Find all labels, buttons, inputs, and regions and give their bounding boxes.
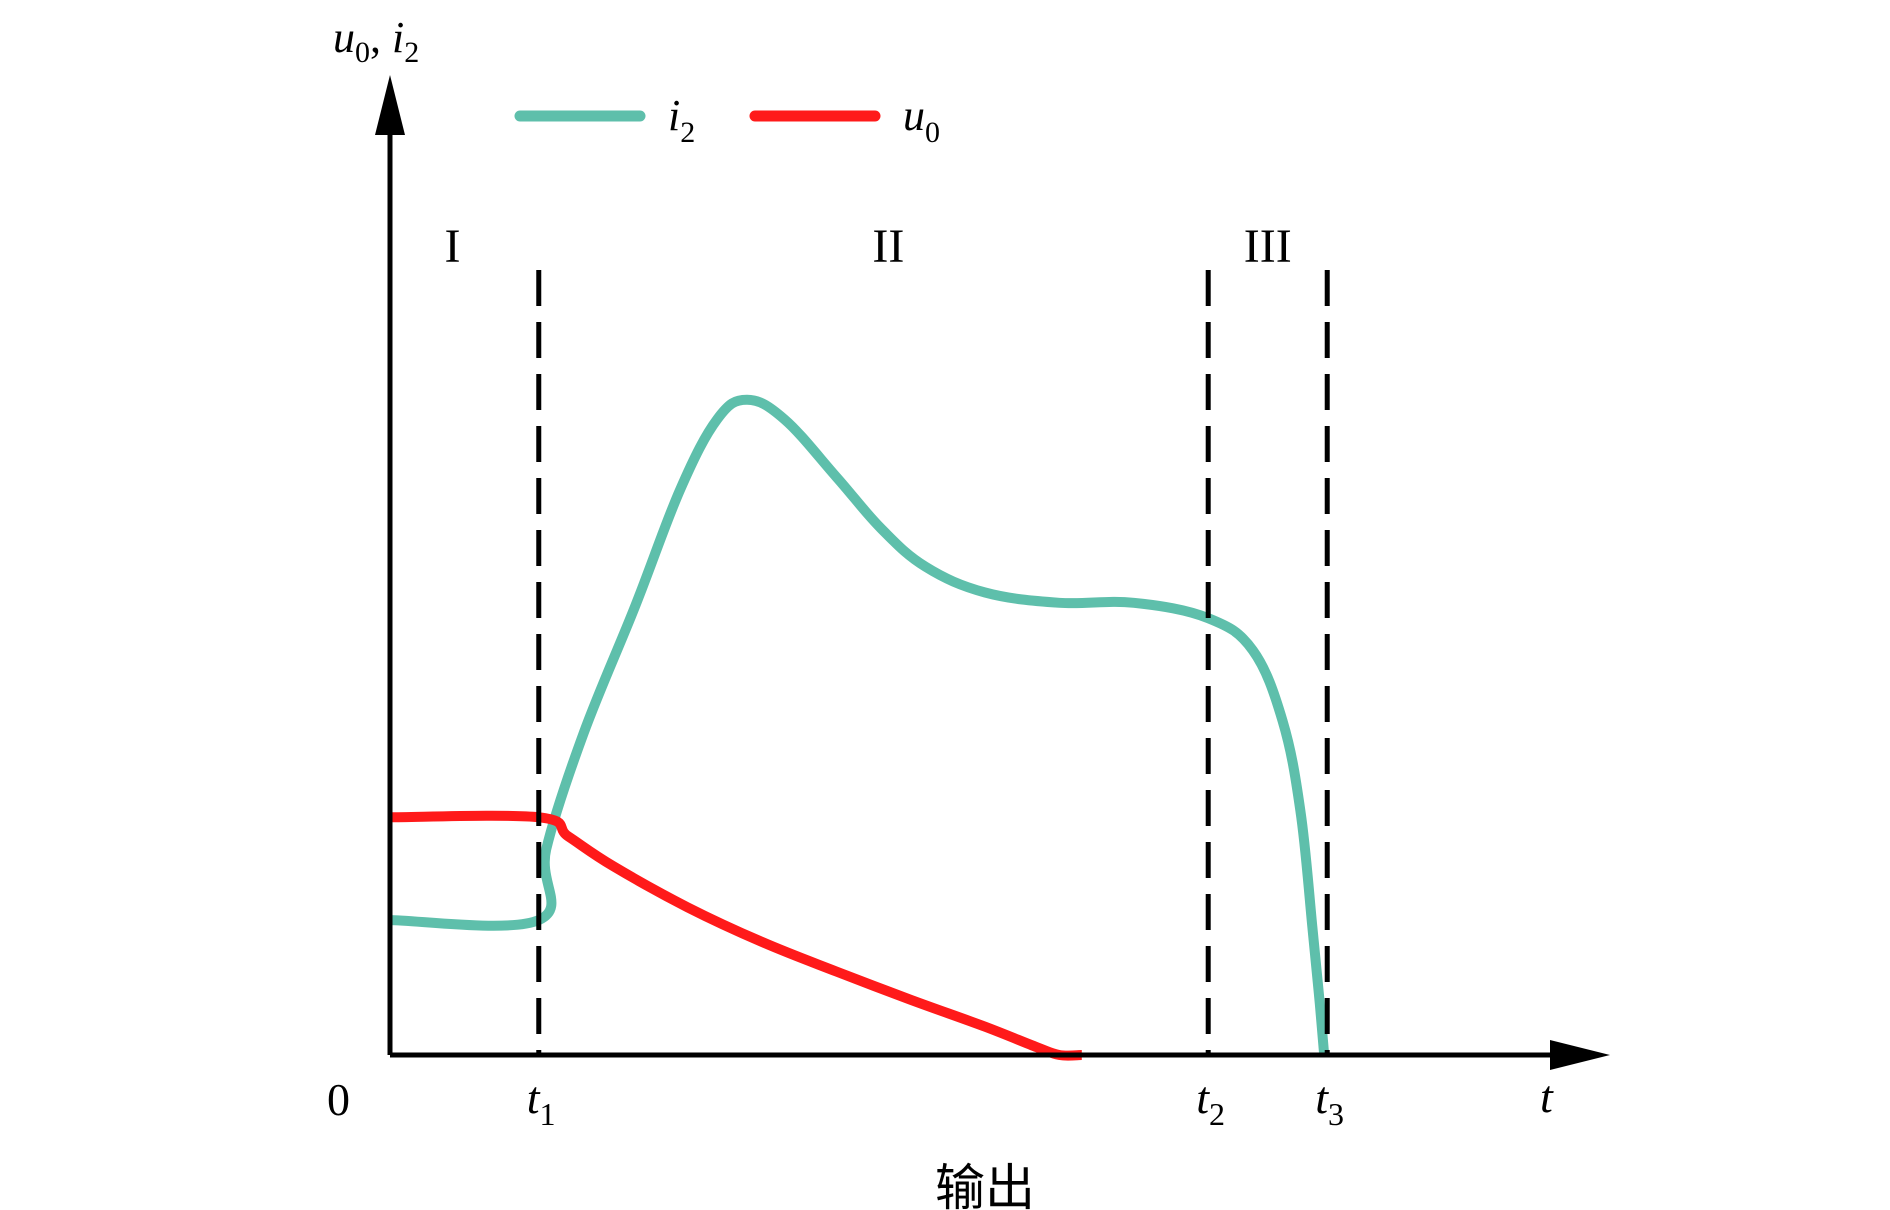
axis-labels: u0, i2 t 0 t1 t2 t3 I II III 输出	[327, 13, 1554, 1210]
origin-label: 0	[327, 1074, 350, 1125]
x-tick-label-t3: t3	[1315, 1072, 1344, 1132]
legend: i2 u0	[514, 91, 940, 149]
series-line-i2	[389, 394, 1330, 1056]
y-label-sub1: 0	[355, 36, 370, 69]
y-axis-label: u0, i2	[333, 13, 419, 69]
axes	[375, 75, 1610, 1070]
series-line-u0	[389, 810, 1082, 1061]
region-guides	[536, 270, 1330, 1055]
x-axis-arrowhead	[1550, 1040, 1610, 1070]
region-label-II: II	[872, 220, 904, 273]
x-tick-labels: t1 t2 t3	[527, 1072, 1344, 1132]
x-axis-label: t	[1540, 1071, 1554, 1122]
legend-label-i2: i2	[668, 91, 695, 149]
region-labels: I II III	[444, 220, 1291, 273]
y-label-var1: u	[333, 13, 355, 62]
y-label-sep: ,	[370, 13, 392, 62]
y-axis-arrowhead	[375, 75, 405, 135]
y-label-var2: i	[392, 13, 404, 62]
region-label-I: I	[444, 220, 460, 273]
figure-caption: 输出	[935, 1159, 1035, 1210]
x-tick-label-t1: t1	[527, 1072, 556, 1132]
region-label-III: III	[1244, 220, 1292, 273]
y-label-sub2: 2	[404, 36, 419, 69]
plot-lines	[389, 394, 1330, 1061]
legend-label-u0: u0	[903, 91, 940, 149]
x-tick-label-t2: t2	[1196, 1072, 1225, 1132]
